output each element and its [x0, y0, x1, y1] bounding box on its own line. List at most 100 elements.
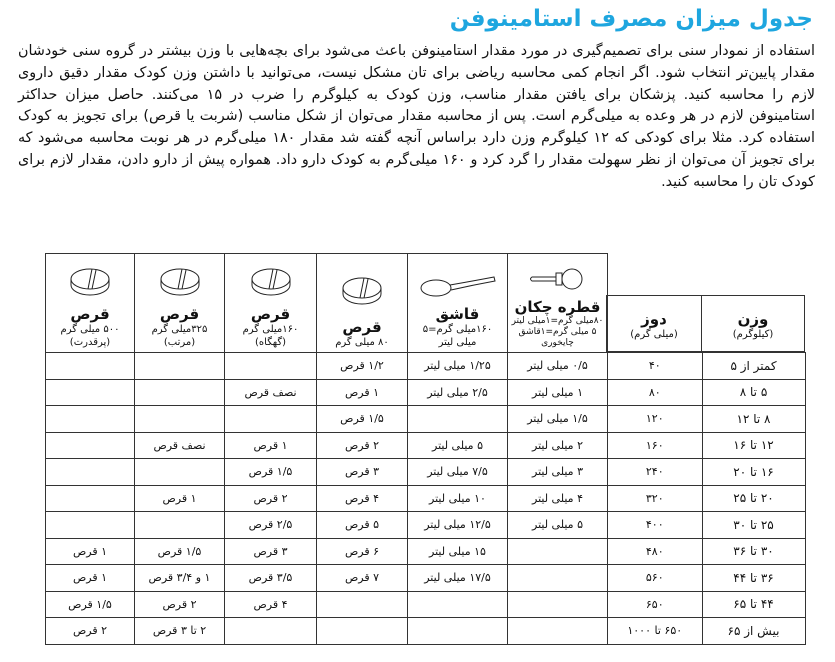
cell-weight: کمتر از ۵ [701, 352, 806, 380]
table-row: ۸ تا ۱۲ ۱۲۰ ۱/۵ میلی لیتر ۱/۵ قرص [45, 405, 806, 433]
cell-tablet-325 [134, 378, 225, 406]
cell-spoon [407, 617, 508, 645]
cell-tablet-500 [45, 484, 135, 512]
cell-dose: ۱۲۰ [607, 405, 703, 433]
cell-weight: ۳۰ تا ۳۶ [701, 537, 806, 565]
dropper-icon [529, 268, 582, 290]
tablet-title: قرص [70, 305, 110, 323]
table-row: ۱۶ تا ۲۰ ۲۴۰ ۳ میلی لیتر ۷/۵ میلی لیتر ۳ قرص… [45, 458, 806, 486]
cell-weight: ۱۲ تا ۱۶ [701, 431, 806, 459]
tablet-title: قرص [159, 305, 200, 323]
cell-dose: ۴۰ [607, 352, 703, 380]
cell-tablet-80: ۲ قرص [316, 431, 408, 459]
cell-tablet-325: ۱/۵ قرص [134, 537, 225, 565]
cell-dose: ۶۵۰ تا ۱۰۰۰ [607, 617, 703, 645]
table-body: کمتر از ۵ ۴۰ ۰/۵ میلی لیتر ۱/۲۵ میلی لیتر ۱/… [45, 352, 806, 645]
cell-tablet-500 [45, 378, 135, 406]
cell-dropper: ۳ میلی لیتر [507, 458, 608, 486]
cell-tablet-160: ۳/۵ قرص [224, 564, 317, 592]
cell-dropper: ۴ میلی لیتر [507, 484, 608, 512]
table-row: ۴۴ تا ۶۵ ۶۵۰ ۴ قرص ۲ قرص ۱/۵ قرص [45, 590, 806, 618]
header-weight-box: وزن (کیلوگرم) [701, 295, 805, 352]
cell-tablet-80: ۱/۵ قرص [316, 405, 408, 433]
cell-dose: ۸۰ [607, 378, 703, 406]
cell-tablet-160 [224, 352, 317, 380]
cell-spoon: ۵ میلی لیتر [407, 431, 508, 459]
cell-tablet-160: ۱ قرص [224, 431, 317, 459]
cell-tablet-80: ۷ قرص [316, 564, 408, 592]
cell-tablet-325: نصف قرص [134, 431, 225, 459]
cell-weight: ۲۰ تا ۲۵ [701, 484, 806, 512]
header-tablet-80: قرص ۸۰ میلی گرم [316, 253, 408, 353]
cell-tablet-80: ۴ قرص [316, 484, 408, 512]
dropper-title: قطره چکان [514, 298, 601, 316]
cell-dose: ۱۶۰ [607, 431, 703, 459]
cell-weight: ۸ تا ۱۲ [701, 405, 806, 433]
tablet-icon [160, 268, 199, 296]
header-weight [702, 253, 805, 353]
cell-spoon: ۱۰ میلی لیتر [407, 484, 508, 512]
header-tablet-500: قرص ۵۰۰ میلی گرم (پرقدرت) [45, 253, 135, 353]
cell-tablet-80: ۱/۲ قرص [316, 352, 408, 380]
cell-tablet-325: ۲ تا ۳ قرص [134, 617, 225, 645]
cell-tablet-160: ۳ قرص [224, 537, 317, 565]
cell-tablet-80: ۱ قرص [316, 378, 408, 406]
cell-tablet-325 [134, 511, 225, 539]
tablet-title: قرص [342, 318, 382, 336]
cell-tablet-80: ۳ قرص [316, 458, 408, 486]
tablet-sub: ۱۶۰میلی گرم [242, 324, 299, 335]
table-header-row: قطره چکان ۸۰میلی گرم=۱میلی لیتر ۵ میلی گ… [45, 253, 805, 353]
cell-spoon [407, 590, 508, 618]
cell-spoon: ۱/۲۵ میلی لیتر [407, 352, 508, 380]
header-tablet-160: قرص ۱۶۰میلی گرم (گهگاه) [224, 253, 317, 353]
cell-weight: بیش از ۶۵ [701, 617, 806, 645]
tablet-sub: ۸۰ میلی گرم [335, 337, 389, 348]
cell-dose: ۶۵۰ [607, 590, 703, 618]
tablet-sub: (مرتب) [163, 337, 196, 348]
dropper-sub: چایخوری [541, 338, 574, 348]
cell-dose: ۳۲۰ [607, 484, 703, 512]
cell-weight: ۱۶ تا ۲۰ [701, 458, 806, 486]
cell-tablet-500 [45, 458, 135, 486]
dropper-sub: ۵ میلی گرم=۱قاشق [518, 327, 597, 337]
cell-tablet-500 [45, 511, 135, 539]
cell-tablet-500: ۱/۵ قرص [45, 590, 135, 618]
tablet-sub: (پرقدرت) [69, 337, 111, 348]
header-dose [607, 253, 702, 353]
cell-tablet-500: ۱ قرص [45, 564, 135, 592]
header-dose-box: دوز (میلی گرم) [606, 295, 702, 352]
cell-tablet-500: ۲ قرص [45, 617, 135, 645]
table-row: ۳۰ تا ۳۶ ۴۸۰ ۱۵ میلی لیتر ۶ قرص ۳ قرص ۱/۵ قرص… [45, 537, 806, 565]
header-tablet-325: قرص ۳۲۵میلی گرم (مرتب) [134, 253, 225, 353]
tablet-icon [70, 268, 110, 296]
tablet-sub: ۳۲۵میلی گرم [151, 324, 208, 335]
tablet-title: قرص [250, 305, 291, 323]
table-row: ۳۶ تا ۴۴ ۵۶۰ ۱۷/۵ میلی لیتر ۷ قرص ۳/۵ قرص ۱ و… [45, 564, 806, 592]
table-row: ۱۲ تا ۱۶ ۱۶۰ ۲ میلی لیتر ۵ میلی لیتر ۲ قرص ۱ … [45, 431, 806, 459]
table-row: ۵ تا ۸ ۸۰ ۱ میلی لیتر ۲/۵ میلی لیتر ۱ قرص نصف… [45, 378, 806, 406]
cell-weight: ۳۶ تا ۴۴ [701, 564, 806, 592]
table-row: بیش از ۶۵ ۶۵۰ تا ۱۰۰۰ ۲ تا ۳ قرص ۲ قرص [45, 617, 806, 645]
cell-tablet-80 [316, 617, 408, 645]
header-dropper: قطره چکان ۸۰میلی گرم=۱میلی لیتر ۵ میلی گ… [507, 253, 608, 353]
tablet-sub: ۵۰۰ میلی گرم [60, 324, 120, 335]
dropper-sub: ۸۰میلی گرم=۱میلی لیتر [511, 316, 604, 326]
cell-tablet-500 [45, 405, 135, 433]
cell-dropper [507, 564, 608, 592]
cell-tablet-325 [134, 352, 225, 380]
cell-dropper: ۱/۵ میلی لیتر [507, 405, 608, 433]
table-row: کمتر از ۵ ۴۰ ۰/۵ میلی لیتر ۱/۲۵ میلی لیتر ۱/… [45, 352, 806, 380]
tablet-sub: (گهگاه) [255, 337, 286, 348]
dosage-table: قطره چکان ۸۰میلی گرم=۱میلی لیتر ۵ میلی گ… [45, 253, 806, 645]
cell-tablet-160 [224, 617, 317, 645]
cell-spoon: ۲/۵ میلی لیتر [407, 378, 508, 406]
table-row: ۲۰ تا ۲۵ ۳۲۰ ۴ میلی لیتر ۱۰ میلی لیتر ۴ قرص ۲… [45, 484, 806, 512]
cell-dose: ۲۴۰ [607, 458, 703, 486]
cell-tablet-160: ۲ قرص [224, 484, 317, 512]
cell-weight: ۵ تا ۸ [701, 378, 806, 406]
cell-tablet-160: نصف قرص [224, 378, 317, 406]
cell-tablet-160 [224, 405, 317, 433]
weight-sub: (کیلوگرم) [732, 329, 774, 340]
cell-dropper: ۰/۵ میلی لیتر [507, 352, 608, 380]
cell-spoon: ۷/۵ میلی لیتر [407, 458, 508, 486]
